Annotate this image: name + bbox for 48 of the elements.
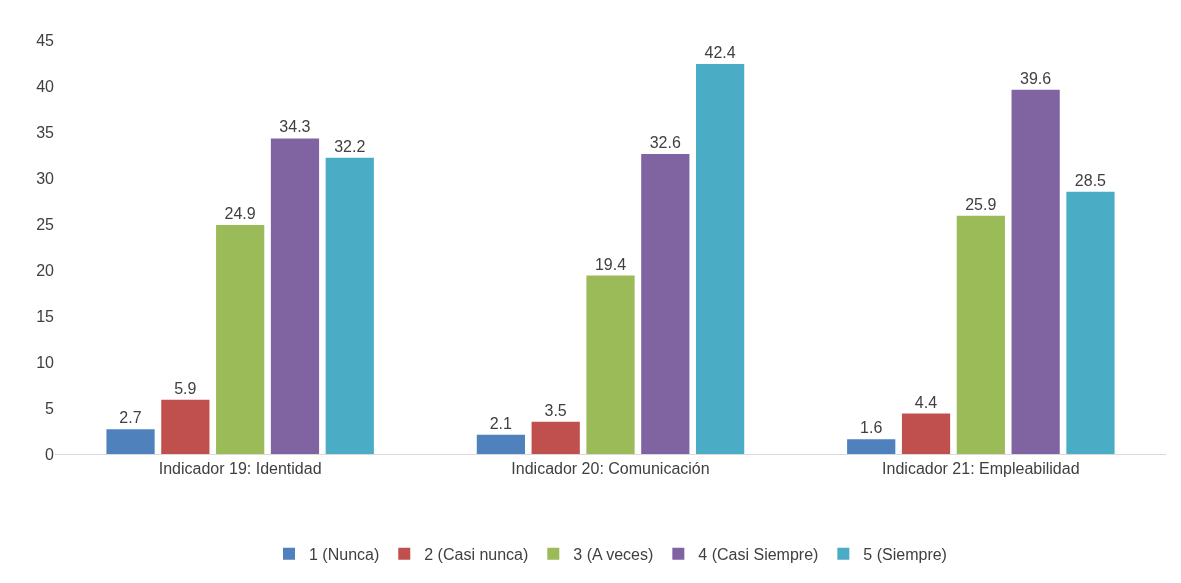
data-label: 32.2 xyxy=(334,137,366,155)
data-label: 1.6 xyxy=(860,419,883,437)
y-tick-label: 35 xyxy=(36,123,55,141)
y-tick-label: 5 xyxy=(45,399,55,417)
data-label: 19.4 xyxy=(594,255,627,273)
legend-label: 1 (Nunca) xyxy=(309,545,380,563)
data-label: 2.1 xyxy=(489,414,513,432)
bar xyxy=(1066,191,1115,454)
bar xyxy=(325,157,374,454)
x-tick-label: Indicador 21: Empleabilidad xyxy=(882,460,1080,478)
bar xyxy=(641,154,690,454)
legend-label: 3 (A veces) xyxy=(573,545,654,563)
data-label: 24.9 xyxy=(224,204,256,222)
data-label: 4.4 xyxy=(914,393,938,411)
bar xyxy=(901,413,951,454)
data-label: 5.9 xyxy=(174,379,197,397)
bar xyxy=(106,429,155,454)
y-tick-label: 10 xyxy=(36,353,55,371)
bar xyxy=(270,138,320,454)
y-tick-label: 40 xyxy=(36,77,55,95)
bar xyxy=(476,434,525,454)
x-tick-label: Indicador 19: Identidad xyxy=(158,460,322,478)
bar xyxy=(531,421,580,454)
bar xyxy=(586,275,635,454)
legend-label: 4 (Casi Siempre) xyxy=(698,545,819,563)
bar xyxy=(1011,89,1060,454)
y-tick-label: 20 xyxy=(36,261,55,279)
y-tick-label: 30 xyxy=(36,169,55,187)
data-label: 28.5 xyxy=(1074,171,1107,189)
data-label: 34.3 xyxy=(279,118,311,136)
data-label: 25.9 xyxy=(965,195,997,213)
y-tick-label: 0 xyxy=(45,445,55,463)
y-tick-label: 45 xyxy=(36,31,55,49)
y-tick-label: 25 xyxy=(36,215,55,233)
bar xyxy=(696,63,745,454)
legend-label: 5 (Siempre) xyxy=(863,545,947,563)
bar xyxy=(956,215,1005,454)
data-label: 2.7 xyxy=(119,409,142,427)
data-label: 32.6 xyxy=(649,134,681,152)
bar xyxy=(161,399,210,454)
data-label: 3.5 xyxy=(544,401,567,419)
bar xyxy=(847,439,896,454)
data-label: 39.6 xyxy=(1020,69,1052,87)
legend-label: 2 (Casi nunca) xyxy=(424,545,529,563)
bar xyxy=(216,224,265,454)
x-tick-label: Indicador 20: Comunicación xyxy=(511,460,710,478)
y-tick-label: 15 xyxy=(36,307,55,325)
data-label: 42.4 xyxy=(704,43,736,61)
